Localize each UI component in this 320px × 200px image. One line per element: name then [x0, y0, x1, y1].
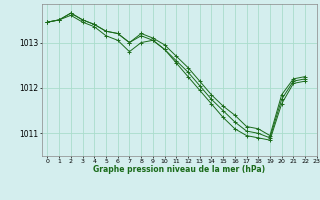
X-axis label: Graphe pression niveau de la mer (hPa): Graphe pression niveau de la mer (hPa)	[93, 165, 265, 174]
